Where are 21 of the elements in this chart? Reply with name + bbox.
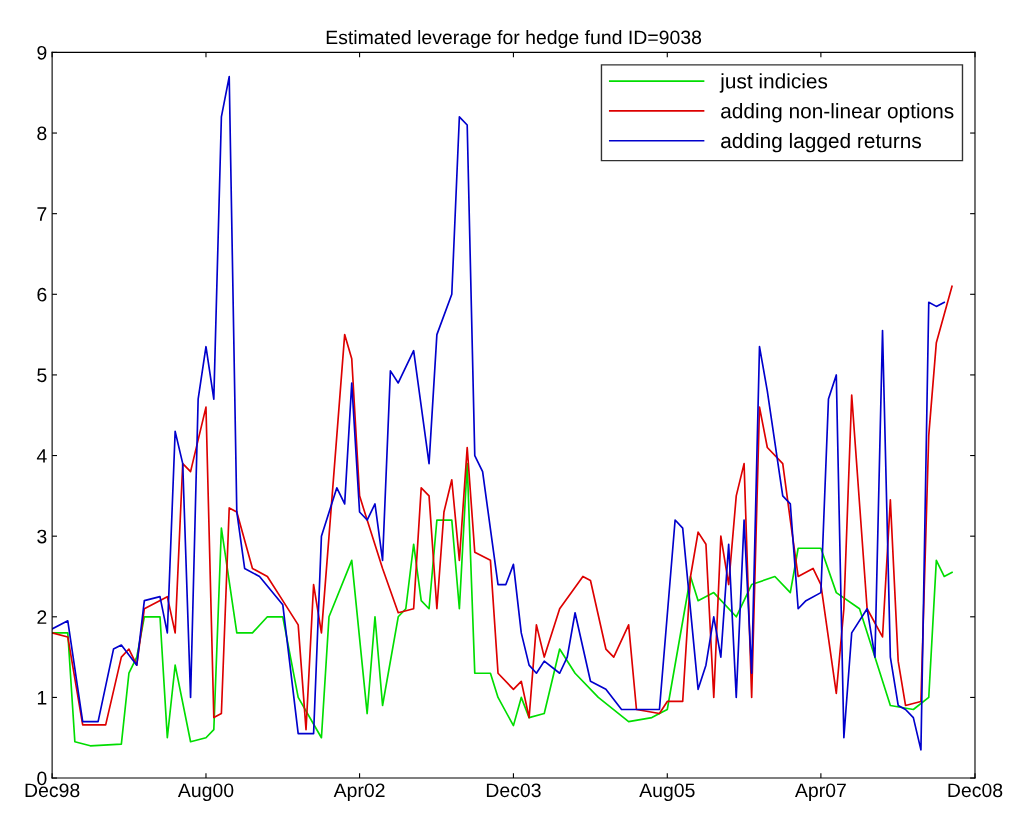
x-tick-label: Aug00 [177, 783, 234, 802]
legend-label: just indicies [719, 73, 828, 93]
y-tick-label: 4 [36, 449, 47, 463]
line-series [52, 285, 953, 731]
x-tick-label: Apr02 [333, 783, 385, 802]
y-tick-label: 3 [37, 529, 47, 544]
legend-label: adding non-linear options [721, 103, 954, 123]
x-tick-label: Apr07 [794, 783, 846, 802]
y-tick-label: 7 [37, 207, 47, 221]
legend-label: adding lagged returns [721, 132, 921, 153]
x-tick-label: Aug05 [639, 783, 695, 802]
line-series [52, 462, 953, 747]
y-tick-label: 9 [37, 45, 47, 60]
y-tick-label: 6 [37, 287, 47, 302]
y-tick-label: 2 [37, 610, 47, 624]
y-tick-label: 5 [37, 368, 47, 383]
x-tick-label: Dec08 [948, 783, 1003, 798]
chart-title: Estimated leverage for hedge fund ID=9038 [326, 29, 702, 49]
y-tick-label: 1 [37, 691, 47, 705]
x-tick-label: Dec03 [486, 783, 541, 798]
y-tick-label: 8 [37, 126, 47, 141]
